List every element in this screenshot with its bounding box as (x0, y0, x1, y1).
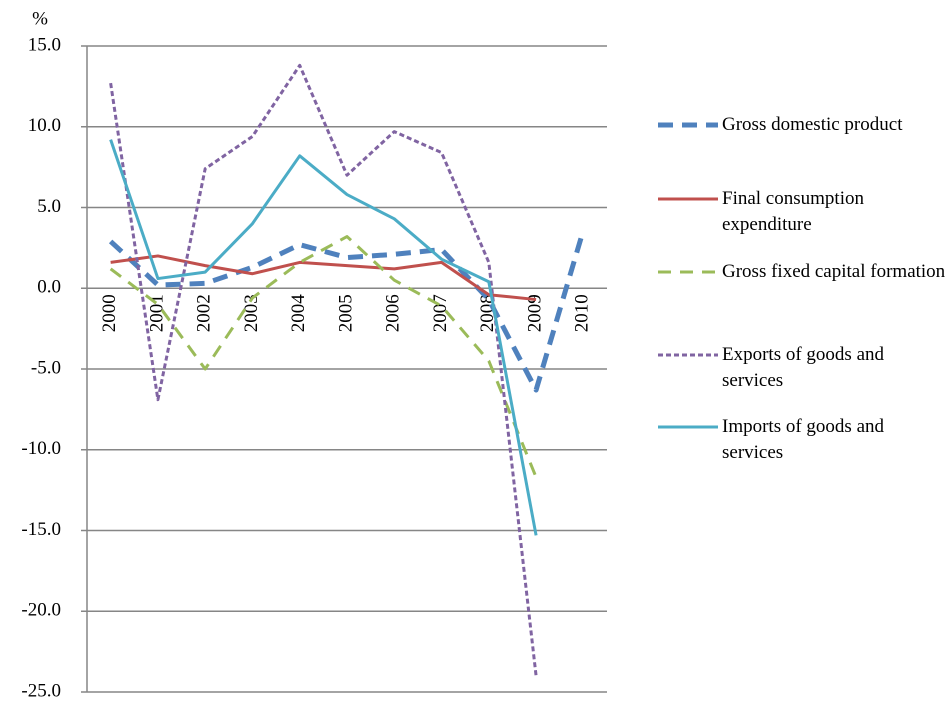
series-line (109, 235, 538, 478)
y-tick-label: -20.0 (21, 600, 61, 621)
legend-swatch (658, 197, 718, 201)
y-tick-label: 10.0 (28, 115, 61, 136)
x-tick-label: 2003 (241, 294, 262, 332)
legend-label: Imports of goods and services (722, 416, 885, 463)
y-tick-label: -25.0 (21, 680, 61, 701)
y-tick-label: 15.0 (28, 34, 61, 55)
series-line (108, 229, 586, 393)
x-tick-label: 2006 (383, 294, 404, 332)
legend-label: Gross domestic product (722, 114, 903, 135)
x-tick-label: 2004 (288, 294, 309, 333)
x-tick-label: 2000 (99, 294, 120, 332)
legend-swatch (658, 353, 718, 357)
x-tick-label: 2001 (146, 294, 167, 332)
legend-item: Gross domestic product (655, 112, 947, 138)
y-tick-label: 0.0 (37, 277, 61, 298)
y-tick-label: -5.0 (31, 357, 61, 378)
legend-swatch (658, 270, 718, 274)
y-tick-label: -10.0 (21, 438, 61, 459)
legend: Gross domestic product Final consumption … (655, 0, 951, 708)
legend-item: Final consumption expenditure (655, 186, 947, 238)
legend-label: Exports of goods and services (722, 344, 885, 391)
x-tick-label: 2010 (572, 294, 593, 332)
series-line (109, 63, 538, 677)
x-tick-label: 2002 (194, 294, 215, 332)
y-axis-label: % (32, 8, 48, 29)
legend-label: Gross fixed capital formation (722, 261, 946, 282)
series-line (109, 139, 538, 536)
legend-swatch (658, 425, 718, 429)
y-tick-label: 5.0 (37, 196, 61, 217)
x-tick-label: 2009 (524, 294, 545, 332)
legend-label: Final consumption expenditure (722, 188, 864, 235)
legend-item: Imports of goods and services (655, 414, 947, 466)
y-tick-label: -15.0 (21, 519, 61, 540)
legend-item: Gross fixed capital formation (655, 259, 947, 285)
series-line (110, 254, 537, 302)
legend-item: Exports of goods and services (655, 342, 947, 394)
x-tick-label: 2005 (335, 294, 356, 332)
legend-swatch (658, 122, 718, 128)
